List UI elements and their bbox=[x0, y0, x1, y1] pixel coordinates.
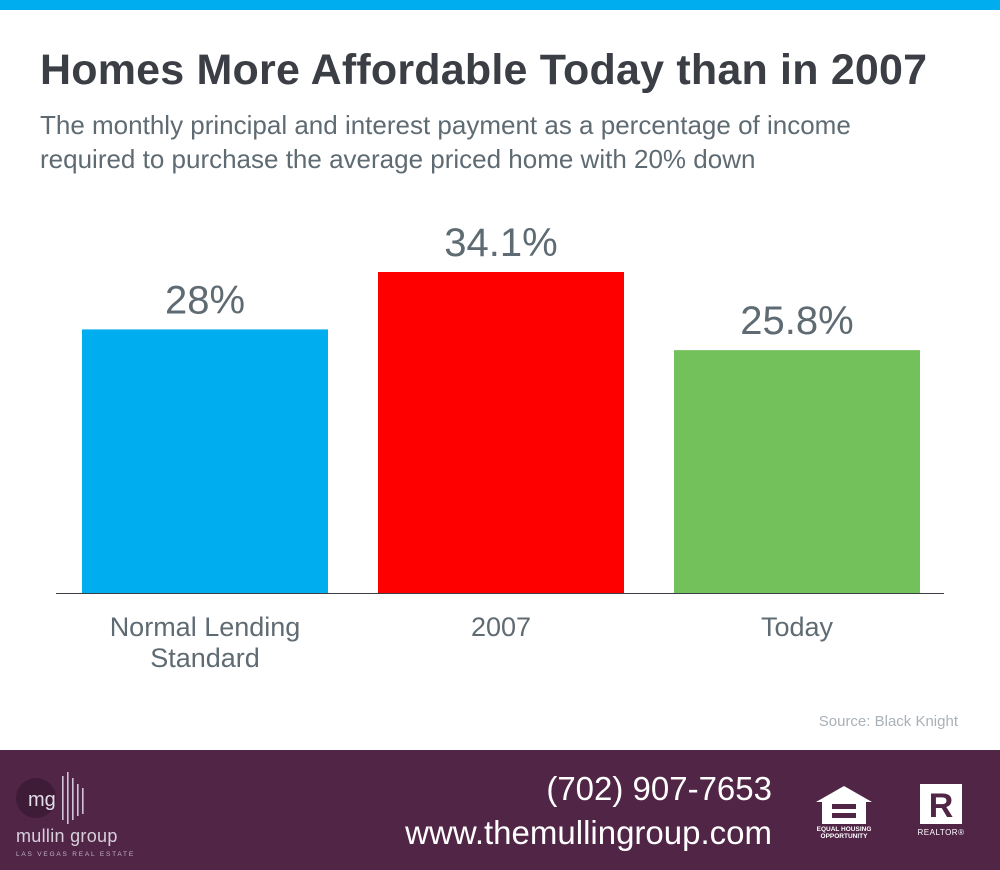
realtor-icon: R bbox=[920, 784, 962, 825]
logo-name: mullin group bbox=[16, 826, 118, 846]
subtitle-line-2: required to purchase the average priced … bbox=[40, 144, 756, 174]
equal-housing-icon bbox=[816, 786, 872, 824]
footer-bar: mg mullin group LAS VEGAS REAL ESTATE (7… bbox=[0, 750, 1000, 870]
bar-value-label-1: 28% bbox=[165, 278, 245, 322]
page-title: Homes More Affordable Today than in 2007 bbox=[40, 46, 928, 94]
bar-value-label-2: 34.1% bbox=[444, 221, 557, 265]
realtor-badge: R REALTOR® bbox=[910, 784, 972, 844]
source-note: Source: Black Knight bbox=[818, 713, 958, 730]
category-label-3-line-1: Today bbox=[761, 612, 834, 642]
website-link[interactable]: www.themullingroup.com bbox=[405, 814, 772, 851]
top-accent-bar bbox=[0, 0, 1000, 10]
phone-number[interactable]: (702) 907-7653 bbox=[546, 770, 772, 807]
equal-housing-badge: EQUAL HOUSING OPPORTUNITY bbox=[812, 784, 876, 844]
category-label-1-line-2: Standard bbox=[150, 643, 260, 673]
bar-2 bbox=[378, 272, 624, 593]
bar-3 bbox=[674, 350, 920, 593]
category-label-1-line-1: Normal Lending bbox=[110, 612, 301, 642]
logo-tagline: LAS VEGAS REAL ESTATE bbox=[16, 851, 135, 858]
svg-text:mg: mg bbox=[28, 789, 56, 811]
svg-text:R: R bbox=[929, 787, 954, 825]
page-subtitle: The monthly principal and interest payme… bbox=[40, 108, 960, 176]
bar-1 bbox=[82, 329, 328, 593]
category-label-2-line-1: 2007 bbox=[471, 612, 531, 642]
mullin-group-logo: mg mullin group LAS VEGAS REAL ESTATE bbox=[14, 770, 133, 860]
logo-mark-icon: mg bbox=[16, 772, 84, 824]
subtitle-line-1: The monthly principal and interest payme… bbox=[40, 110, 851, 140]
equal-housing-label: EQUAL HOUSING OPPORTUNITY bbox=[816, 826, 872, 840]
realtor-label: REALTOR® bbox=[917, 828, 965, 837]
bar-value-label-3: 25.8% bbox=[740, 299, 853, 343]
